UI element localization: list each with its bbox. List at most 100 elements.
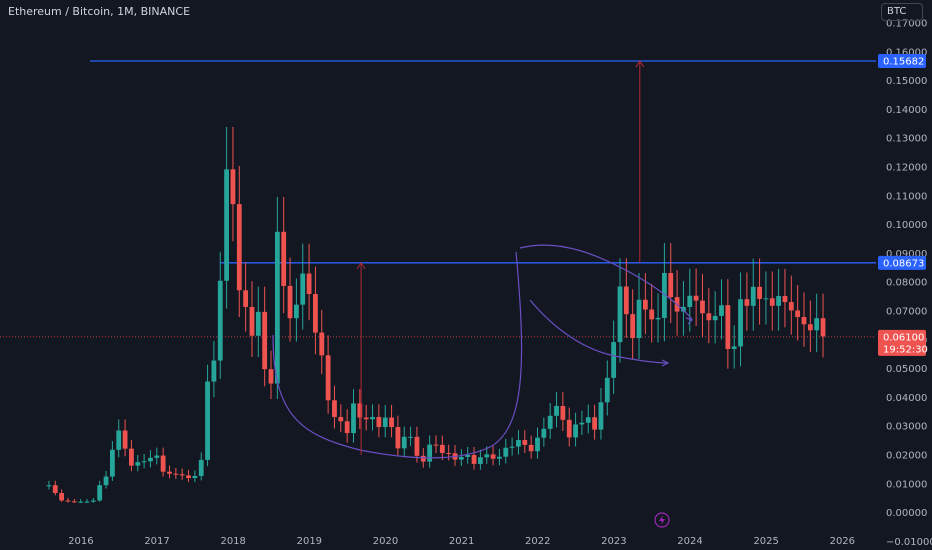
candle (801, 292, 807, 347)
candle (243, 262, 249, 332)
candle-body (395, 427, 401, 449)
candle-body (630, 314, 636, 339)
candle-body (554, 406, 559, 416)
candle-body (757, 286, 762, 299)
candle-body (287, 285, 293, 319)
candle (389, 404, 394, 438)
candle (598, 387, 604, 440)
candle-body (446, 452, 452, 454)
candle (750, 258, 756, 331)
candle-body (300, 273, 306, 305)
candle (217, 251, 223, 379)
candle (452, 444, 458, 466)
candle (351, 389, 356, 443)
candle-body (719, 305, 724, 316)
candle (579, 410, 585, 436)
price-label-text: 0.08673 (883, 258, 924, 269)
candle-body (351, 403, 356, 434)
candle (757, 258, 762, 325)
candle (224, 126, 229, 309)
candle-body (122, 430, 128, 449)
candle (65, 497, 71, 503)
y-tick-label: 0.17000 (886, 19, 927, 30)
candle-body (179, 474, 185, 476)
last-price-box (878, 329, 926, 356)
candle (706, 288, 712, 344)
candle (788, 275, 794, 335)
candle-body (592, 417, 598, 430)
y-axis: 0.17000 0.16000 0.15000 0.14000 0.13000 0.120… (886, 19, 932, 548)
candle-body (160, 455, 166, 472)
channel-upper-arrowhead (685, 317, 694, 325)
currency-button[interactable]: BTC (881, 3, 923, 21)
candle (230, 126, 236, 242)
candle (179, 468, 185, 480)
candle (338, 404, 344, 433)
measure-arrow-head (635, 60, 645, 68)
candle-body (249, 306, 255, 336)
candle (573, 412, 578, 447)
candle-body (611, 342, 617, 378)
candle-body (623, 286, 629, 315)
candle-body (579, 422, 585, 425)
candle (205, 364, 210, 467)
candle-body (731, 346, 737, 350)
candle-body (236, 204, 242, 291)
channel-upper-curve[interactable] (519, 244, 693, 320)
candle (630, 289, 636, 360)
candle-body (497, 456, 502, 459)
candle (363, 404, 369, 431)
y-tick-label: 0.09000 (886, 249, 927, 260)
candle-body (129, 448, 134, 466)
candle (71, 498, 77, 503)
candle-body (382, 417, 388, 428)
candle (687, 268, 693, 332)
candle-body (376, 416, 382, 428)
candle-body (566, 419, 572, 438)
candle (319, 309, 325, 375)
y-tick-label: −0.01000 (886, 537, 932, 548)
candle (516, 430, 521, 455)
candle (560, 392, 566, 431)
candle (433, 435, 439, 454)
candle (382, 404, 388, 438)
y-tick-label: 0.13000 (886, 134, 927, 145)
candle-body (795, 310, 801, 318)
y-tick-label: 0.07000 (886, 306, 927, 317)
candle (566, 407, 572, 447)
channel-lower-curve[interactable] (529, 299, 669, 364)
candle (262, 286, 268, 387)
x-tick-label: 2017 (144, 536, 169, 547)
lightning-icon[interactable] (654, 512, 670, 528)
candle-body (801, 317, 807, 325)
candle (592, 404, 598, 440)
candle-body (655, 317, 661, 320)
candle-body (503, 447, 509, 457)
candle (59, 489, 65, 502)
candle (763, 271, 769, 325)
candle-body (547, 415, 553, 429)
candle (141, 454, 147, 469)
candle-body (52, 485, 58, 493)
candle-body (814, 318, 820, 331)
y-tick-label: 0.04000 (886, 393, 927, 404)
cup-curve[interactable] (272, 251, 523, 459)
candle-body (205, 381, 210, 460)
candle (109, 441, 115, 481)
candle (211, 341, 217, 398)
y-tick-label: 0.12000 (886, 163, 927, 174)
candle-body (744, 299, 750, 306)
candle (52, 480, 58, 496)
candle (662, 243, 667, 342)
candle-body (662, 272, 667, 318)
candle-body (604, 377, 610, 403)
candle (611, 320, 617, 394)
candle (97, 480, 103, 502)
candle-body (274, 231, 280, 384)
candle-body (90, 500, 96, 502)
candle-body (192, 475, 198, 479)
measure-arrow-head (356, 262, 366, 270)
candle (649, 284, 655, 343)
